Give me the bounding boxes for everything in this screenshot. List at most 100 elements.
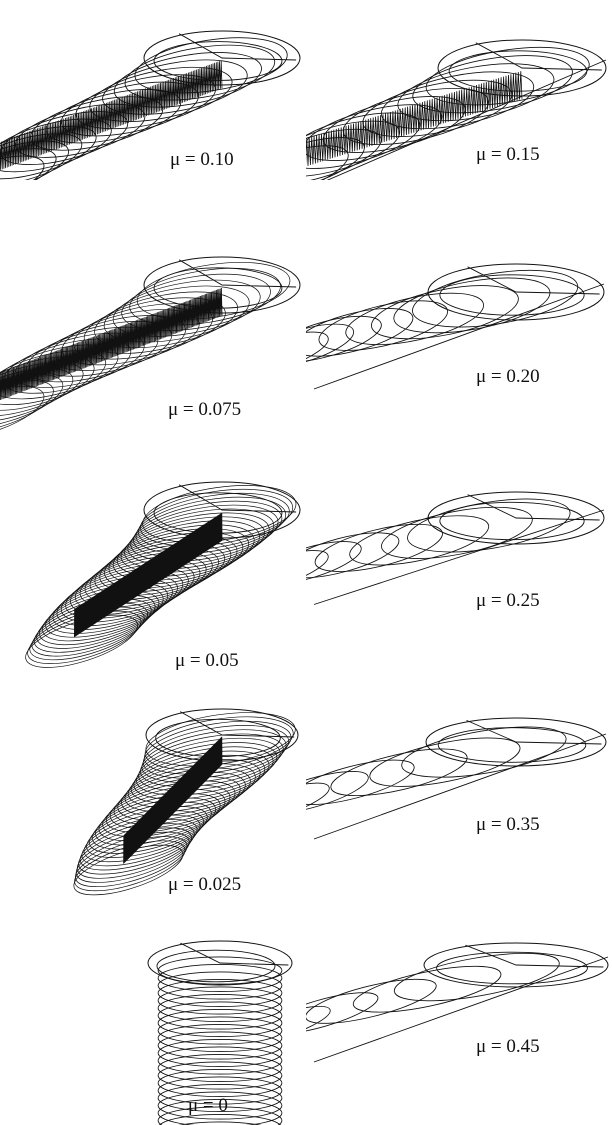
spiral-loop [102,784,231,837]
top-rim-outer [147,940,293,986]
spiral-loop [157,978,283,1008]
zigzag-fringe [0,60,223,170]
zigzag-fringe [0,287,223,401]
panel-label-mu-0: μ = 0 [188,1095,228,1116]
axis-line [313,956,609,1063]
spiral-loop [397,63,555,122]
spiral-loop [330,748,468,797]
panel-label-mu-0.075: μ = 0.075 [168,399,242,420]
panel-label-mu-0.45: μ = 0.45 [476,1036,540,1057]
spiral-loop [124,759,261,813]
spiral-loop [157,1046,283,1075]
spiral-loop [102,59,248,115]
spiral-loop [79,819,198,871]
spiral-loop [306,992,379,1035]
panel-mu-0.35: μ = 0.35 [306,680,612,905]
spiral-loop [157,1008,283,1038]
wireframe-plot-mu-0.25 [306,491,605,605]
spiral-loop [0,118,112,173]
spiral-loop [157,993,283,1023]
panel-mu-0.45: μ = 0.45 [306,905,612,1125]
axis-line [313,283,605,390]
spiral-loop [157,1106,283,1125]
panel-mu-0.15: μ = 0.15 [306,0,612,180]
rim-spoke [178,33,297,61]
spiral-loop [157,1098,283,1125]
spiral-loop [345,292,485,346]
spiral-loop [108,528,249,585]
spiral-loop [157,1031,283,1060]
spiral-loop [129,267,281,326]
spiral-loop [135,496,287,554]
spiral-loop [306,145,349,180]
spiral-loop [306,137,365,180]
axis-line [326,59,607,180]
spiral-loop [306,112,421,169]
spiral-loop [306,308,414,357]
spiral-loop [143,720,292,775]
panel-mu-0.025: μ = 0.025 [0,680,306,905]
spiral-loop [113,772,246,825]
spiral-loop [0,385,45,430]
spiral-loop [157,1038,283,1068]
spiral-loop [306,550,329,591]
top-rim-inner [156,949,276,983]
spiral-loop [157,1076,283,1105]
spiral-loop [178,1121,262,1125]
spiral-loop [52,575,178,630]
spiral-loop [306,541,362,585]
spiral-loop [425,46,590,106]
spiral-loop [48,579,173,634]
spiral-loop [134,37,288,94]
top-rim-outer [423,942,609,988]
panel-label-mu-0.35: μ = 0.35 [476,814,540,835]
spiral-loop [306,782,330,823]
spiral-loop [42,587,164,642]
panel-mu-0.10: μ = 0.10 [0,0,306,180]
spiral-loop [306,331,329,374]
rim-spoke [180,942,289,966]
spiral-loop [120,516,265,573]
wireframe-plot-mu-0.025 [73,708,299,896]
spiral-loop [127,754,266,808]
spiral-loop [0,350,107,405]
panel-label-mu-0.025: μ = 0.025 [168,874,242,895]
wireframe-plot-mu-0.075 [0,256,301,430]
spiral-loop [157,1068,283,1098]
spiral-loop [157,956,283,985]
spiral-loop [81,814,201,867]
panel-label-mu-0.20: μ = 0.20 [476,366,540,387]
spiral-loop [112,279,261,337]
spiral-loop [157,1083,283,1113]
top-rim-inner [439,274,585,316]
wireframe-plot-mu-0.10 [0,30,301,180]
spiral-loop [103,285,250,343]
spiral-loop [89,543,226,600]
spiral-loop [95,793,221,846]
panel-label-mu-0.10: μ = 0.10 [170,149,234,170]
spiral-loop [117,767,251,821]
spiral-loop [157,1053,283,1083]
spiral-loop [157,986,283,1015]
spiral-loop [157,1061,283,1090]
rim-spoke [467,494,600,521]
spiral-loop [157,1001,283,1030]
spiral-loop [159,1113,281,1125]
spiral-loop [306,1005,331,1046]
zigzag-fringe [306,71,523,166]
spiral-loop [60,81,199,137]
spiral-loop [349,515,490,566]
spiral-loop [306,315,382,363]
spiral-loop [393,277,551,334]
spiral-loop [407,498,571,553]
spiral-loop [89,66,233,122]
spiral-loop [99,536,238,592]
spiral-loop [124,44,276,101]
spiral-loop [318,300,449,351]
spiral-loop [157,1023,283,1053]
spiral-loop [0,380,54,430]
spiral-loop [124,512,270,570]
spiral-loop [133,746,274,800]
spiral-loop [393,952,560,1002]
spiral-loop [0,155,45,180]
